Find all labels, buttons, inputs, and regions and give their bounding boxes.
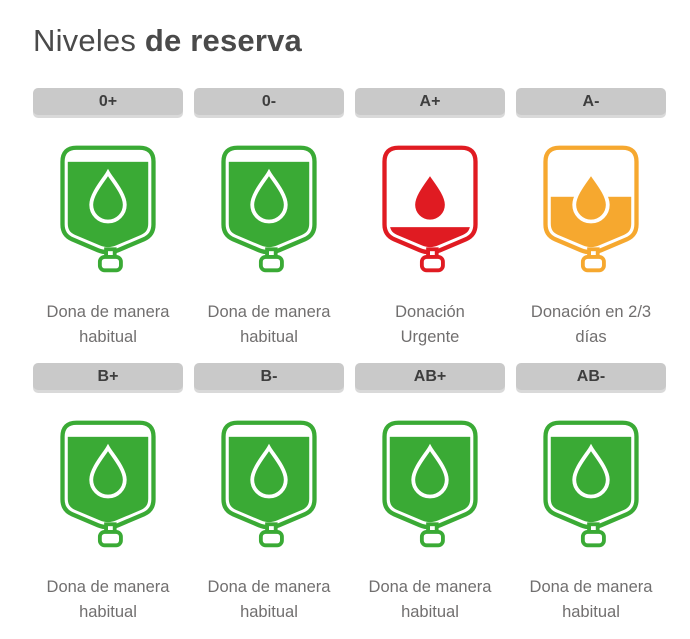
- bag-fill-level-mask: [64, 425, 152, 437]
- droplet-icon: [572, 168, 610, 224]
- droplet-icon: [411, 443, 449, 499]
- blood-bag-icon: [382, 145, 478, 273]
- status-line-1: Dona de manera: [46, 578, 170, 596]
- status-line-1: Dona de manera: [529, 578, 653, 596]
- blood-type-card: AB- Dona de manera habitual: [516, 363, 666, 625]
- bag-fill-level-mask: [386, 425, 474, 437]
- droplet-icon: [411, 168, 449, 224]
- blood-bag: [536, 417, 646, 553]
- bag-nozzle: [419, 247, 445, 273]
- blood-bag-icon: [221, 145, 317, 273]
- page-title-light: Niveles: [33, 23, 137, 58]
- blood-type-badge: 0-: [194, 88, 344, 115]
- donation-status-text: Dona de manera habitual: [369, 575, 492, 625]
- donation-status-text: Dona de manera habitual: [47, 300, 170, 350]
- status-line-2: habitual: [562, 603, 620, 621]
- blood-bag: [375, 142, 485, 278]
- donation-status-text: Dona de manera habitual: [208, 300, 331, 350]
- bag-fill-level-mask: [225, 150, 313, 162]
- status-line-2: habitual: [79, 328, 137, 346]
- status-line-2: días: [575, 328, 607, 346]
- blood-type-badge: B-: [194, 363, 344, 390]
- droplet-icon: [572, 443, 610, 499]
- cards-grid: 0+ Dona de manera habitual 0-: [0, 88, 690, 625]
- blood-bag: [536, 142, 646, 278]
- bag-fill-level-mask: [64, 150, 152, 162]
- bag-nozzle: [580, 522, 606, 548]
- page-title-bold: de reserva: [144, 23, 302, 58]
- donation-status-text: Donación en 2/3 días: [531, 300, 651, 350]
- status-line-1: Dona de manera: [368, 578, 492, 596]
- status-line-1: Donación en 2/3: [530, 303, 652, 321]
- status-line-2: habitual: [240, 328, 298, 346]
- blood-bag: [53, 417, 163, 553]
- blood-type-card: AB+ Dona de manera habitual: [355, 363, 505, 625]
- blood-bag-icon: [543, 420, 639, 548]
- donation-status-text: Dona de manera habitual: [47, 575, 170, 625]
- bag-nozzle: [580, 247, 606, 273]
- donation-status-text: Donación Urgente: [395, 300, 465, 350]
- blood-bag-icon: [60, 420, 156, 548]
- blood-type-badge: B+: [33, 363, 183, 390]
- blood-type-card: 0- Dona de manera habitual: [194, 88, 344, 350]
- blood-bag: [53, 142, 163, 278]
- blood-bag-icon: [382, 420, 478, 548]
- blood-type-card: A- Donación en 2/3 días: [516, 88, 666, 350]
- bag-fill-level-mask: [225, 425, 313, 437]
- droplet-icon: [89, 443, 127, 499]
- page-title: Niveles de reserva: [33, 22, 690, 60]
- blood-type-card: B+ Dona de manera habitual: [33, 363, 183, 625]
- bag-nozzle: [419, 522, 445, 548]
- blood-type-badge: A-: [516, 88, 666, 115]
- reserve-levels-panel: Niveles de reserva 0+ Dona de manera hab…: [0, 22, 690, 625]
- blood-type-badge: 0+: [33, 88, 183, 115]
- blood-bag: [214, 417, 324, 553]
- status-line-1: Dona de manera: [207, 578, 331, 596]
- bag-nozzle: [258, 247, 284, 273]
- droplet-icon: [250, 168, 288, 224]
- blood-type-card: 0+ Dona de manera habitual: [33, 88, 183, 350]
- donation-status-text: Dona de manera habitual: [530, 575, 653, 625]
- blood-type-badge: A+: [355, 88, 505, 115]
- blood-type-card: A+ Donación Urgente: [355, 88, 505, 350]
- blood-type-card: B- Dona de manera habitual: [194, 363, 344, 625]
- status-line-2: Urgente: [400, 328, 460, 346]
- blood-bag-icon: [543, 145, 639, 273]
- donation-status-text: Dona de manera habitual: [208, 575, 331, 625]
- status-line-2: habitual: [401, 603, 459, 621]
- status-line-2: habitual: [79, 603, 137, 621]
- status-line-1: Dona de manera: [46, 303, 170, 321]
- blood-type-badge: AB+: [355, 363, 505, 390]
- status-line-1: Donación: [395, 303, 465, 321]
- blood-bag-icon: [221, 420, 317, 548]
- status-line-2: habitual: [240, 603, 298, 621]
- droplet-icon: [89, 168, 127, 224]
- status-line-1: Dona de manera: [207, 303, 331, 321]
- blood-bag: [214, 142, 324, 278]
- bag-nozzle: [97, 522, 123, 548]
- blood-bag-icon: [60, 145, 156, 273]
- blood-bag: [375, 417, 485, 553]
- bag-nozzle: [258, 522, 284, 548]
- blood-type-badge: AB-: [516, 363, 666, 390]
- droplet-icon: [250, 443, 288, 499]
- bag-nozzle: [97, 247, 123, 273]
- bag-fill-level-mask: [547, 425, 635, 437]
